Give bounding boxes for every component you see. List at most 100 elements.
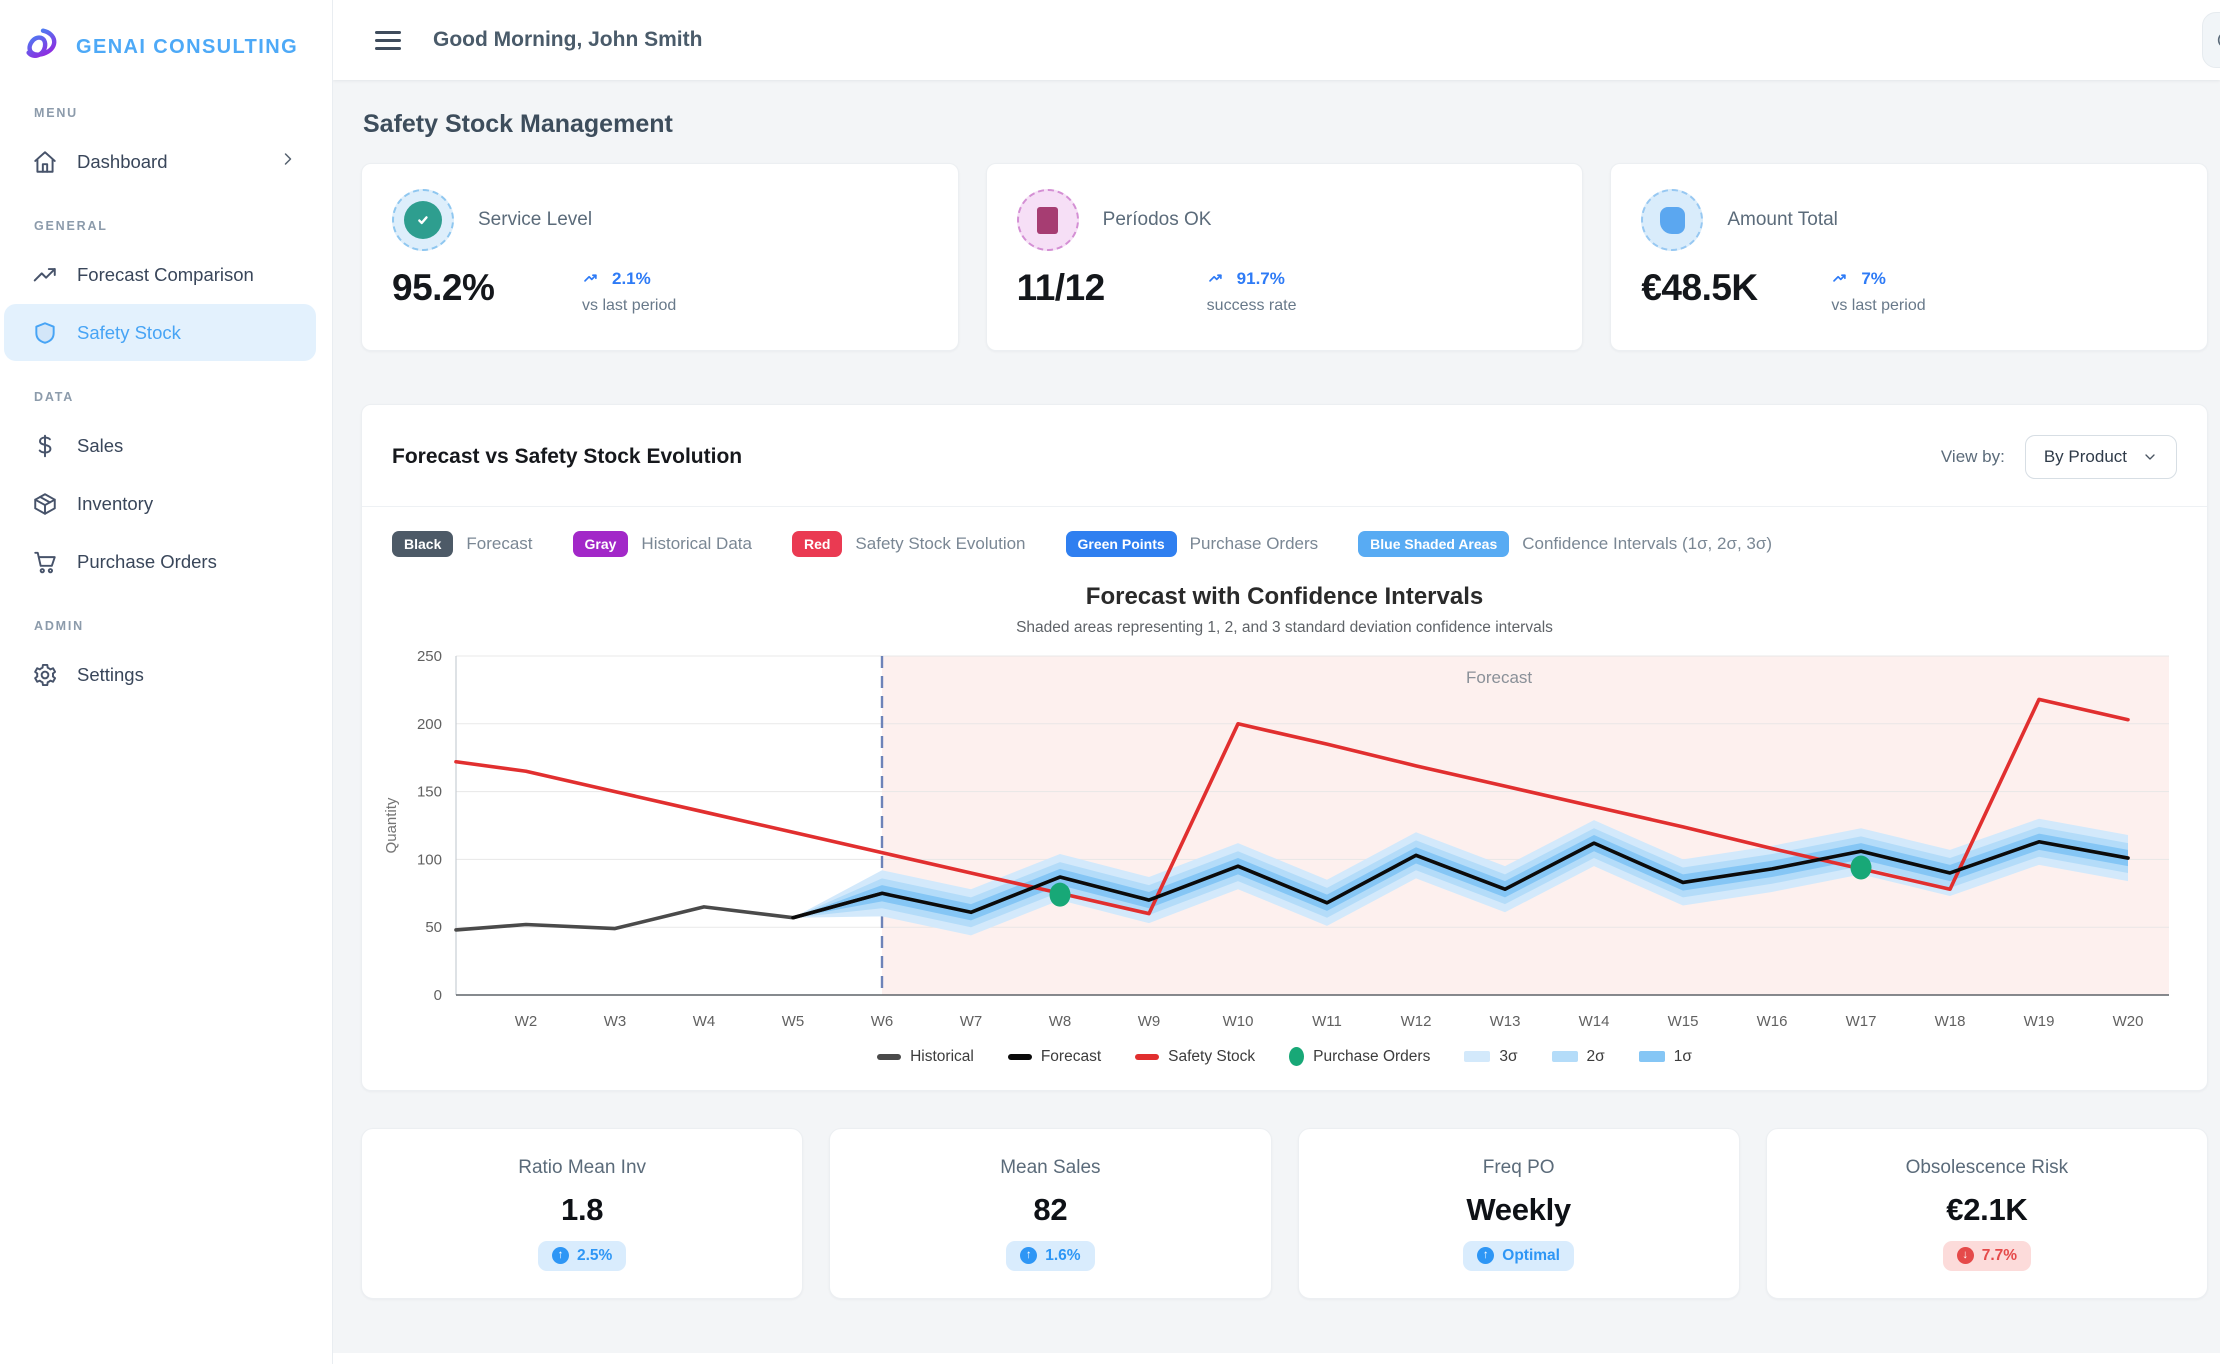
legend-item-label: Forecast <box>1040 1047 1102 1065</box>
x-tick-label: W16 <box>1757 1013 1788 1030</box>
x-tick-label: W7 <box>960 1013 983 1030</box>
view-by-select[interactable]: By Product <box>2024 435 2177 479</box>
y-tick-label: 100 <box>417 851 442 868</box>
purchase-order-point <box>1049 882 1071 907</box>
legend-item-label: 2σ <box>1586 1047 1605 1065</box>
x-tick-label: W10 <box>1223 1013 1254 1030</box>
stat-card-mean-sales: Mean Sales 82 ↑ 1.6% <box>829 1128 1272 1299</box>
legend-item-label: 3σ <box>1499 1047 1518 1065</box>
package-icon <box>34 492 56 515</box>
stat-value: Weekly <box>1466 1191 1571 1227</box>
y-tick-label: 150 <box>417 784 442 801</box>
trend-arrow-icon <box>584 274 597 282</box>
hamburger-menu-icon[interactable] <box>371 27 405 54</box>
x-tick-label: W19 <box>2024 1013 2055 1030</box>
legend-badge: Black <box>392 531 454 557</box>
stat-badge-label: Optimal <box>1502 1246 1560 1264</box>
cart-icon <box>34 551 56 573</box>
arrow-down-circle-icon: ↓ <box>1956 1247 1974 1264</box>
legend-chip: Red Safety Stock Evolution <box>791 531 1026 557</box>
legend-item-label: Purchase Orders <box>1313 1047 1431 1065</box>
legend-chip: Blue Shaded Areas Confidence Intervals (1… <box>1358 531 1772 557</box>
x-tick-label: W15 <box>1668 1013 1699 1030</box>
band-swatch <box>1638 1051 1665 1062</box>
forecast-region-label: Forecast <box>1466 668 1532 687</box>
stat-label: Obsolescence Risk <box>1905 1156 2069 1178</box>
legend-label: Forecast <box>466 534 533 553</box>
legend-chip: Green Points Purchase Orders <box>1065 531 1318 557</box>
legend-label: Historical Data <box>641 534 752 553</box>
forecast-chart: Forecast 0 50 100 150 200 250 W2 W3 W4 W5 W6 W7 W8 W9 W… <box>383 648 2169 1030</box>
band-swatch <box>1551 1051 1578 1062</box>
sidebar-item-label: Safety Stock <box>77 321 181 343</box>
dollar-icon <box>38 434 52 457</box>
sidebar-section-label: GENERAL <box>34 219 108 233</box>
legend-item-label: Safety Stock <box>1168 1047 1256 1065</box>
trend-arrow-icon <box>1833 274 1847 282</box>
x-tick-label: W9 <box>1138 1013 1161 1030</box>
stat-card-freq-po: Freq PO Weekly ↑ Optimal <box>1297 1128 1740 1299</box>
y-tick-label: 200 <box>417 716 442 733</box>
line-swatch <box>1007 1053 1032 1060</box>
sidebar-section-label: MENU <box>34 106 79 120</box>
sidebar-item-sales[interactable]: Sales <box>4 417 316 474</box>
sidebar-item-purchase-orders[interactable]: Purchase Orders <box>4 533 316 590</box>
kpi-trend: 7% vs last period <box>1831 267 1925 315</box>
chevron-right-icon <box>284 153 292 165</box>
view-by-control: View by: By Product <box>1941 435 2177 479</box>
x-tick-label: W20 <box>2113 1013 2144 1030</box>
stat-badge-label: 1.6% <box>1045 1246 1081 1264</box>
stat-card-ratio-mean-inv: Ratio Mean Inv 1.8 ↑ 2.5% <box>361 1128 804 1299</box>
stat-badge-label: 7.7% <box>1981 1246 2018 1264</box>
sidebar-item-forecast-comparison[interactable]: Forecast Comparison <box>4 246 316 303</box>
sidebar-item-label: Purchase Orders <box>77 550 217 572</box>
kpi-trend: 2.1% vs last period <box>582 267 676 315</box>
x-tick-label: W13 <box>1490 1013 1521 1030</box>
x-tick-label: W12 <box>1401 1013 1432 1030</box>
stat-label: Freq PO <box>1482 1156 1555 1178</box>
shield-icon <box>35 321 55 344</box>
legend-chip: Gray Historical Data <box>572 531 752 557</box>
header-corner-button[interactable] <box>2202 12 2220 68</box>
kpi-trend-line: 7% <box>1831 269 1925 289</box>
sidebar-item-label: Dashboard <box>77 150 168 172</box>
arrow-up-circle-icon: ↑ <box>551 1247 569 1264</box>
view-by-label: View by: <box>1940 447 2005 466</box>
chart-subtitle: Shaded areas representing 1, 2, and 3 st… <box>1016 619 1553 636</box>
y-tick-label: 0 <box>434 987 442 1004</box>
x-tick-label: W18 <box>1935 1013 1966 1030</box>
page-title: Safety Stock Management <box>363 110 673 138</box>
kpi-trend: 91.7% success rate <box>1207 267 1297 315</box>
kpi-card-top: Períodos OK <box>1016 189 1553 251</box>
sidebar-item-safety-stock[interactable]: Safety Stock <box>4 304 316 361</box>
kpi-trend-caption: success rate <box>1206 297 1297 314</box>
chart-title: Forecast with Confidence Intervals <box>1085 583 1484 610</box>
arrow-up-circle-icon: ↑ <box>1020 1247 1038 1264</box>
sidebar-item-dashboard[interactable]: Dashboard <box>4 133 316 190</box>
kpi-card-service-level: Service Level 95.2% 2.1% vs last period <box>361 163 959 351</box>
stats-row: Ratio Mean Inv 1.8 ↑ 2.5% Mean Sales 82 ↑ 1.6% F… <box>361 1128 2208 1299</box>
x-tick-label: W2 <box>515 1013 538 1030</box>
circle-icon <box>2217 34 2220 46</box>
kpi-trend-caption: vs last period <box>582 297 677 314</box>
kpi-card-bottom: €48.5K 7% vs last period <box>1641 267 2177 315</box>
chart-legend-row: Black Forecast Gray Historical Data Red Safet… <box>362 507 2207 561</box>
sidebar-item-settings[interactable]: Settings <box>4 646 316 703</box>
kpi-card-top: Service Level <box>392 189 928 251</box>
gear-icon <box>34 663 57 686</box>
legend-chip: Black Forecast <box>392 531 533 557</box>
legend-item-3σ: 3σ <box>1464 1047 1518 1066</box>
x-tick-label: W8 <box>1049 1013 1072 1030</box>
stat-badge: ↑ 1.6% <box>1006 1240 1095 1271</box>
stat-value: €2.1K <box>1946 1191 2028 1227</box>
sidebar-nav: MENU Dashboard GENERAL Forecast Comparison S… <box>0 78 332 703</box>
stat-value: 1.8 <box>561 1191 604 1227</box>
main-content: Safety Stock Management Service Level 95.… <box>333 80 2220 1364</box>
legend-label: Safety Stock Evolution <box>855 534 1026 553</box>
sidebar-item-inventory[interactable]: Inventory <box>4 475 316 532</box>
legend-badge: Gray <box>572 531 629 557</box>
sidebar-item-label: Inventory <box>77 492 154 514</box>
kpi-row: Service Level 95.2% 2.1% vs last period Perí… <box>361 163 2209 351</box>
legend-item-historical: Historical <box>877 1048 974 1066</box>
